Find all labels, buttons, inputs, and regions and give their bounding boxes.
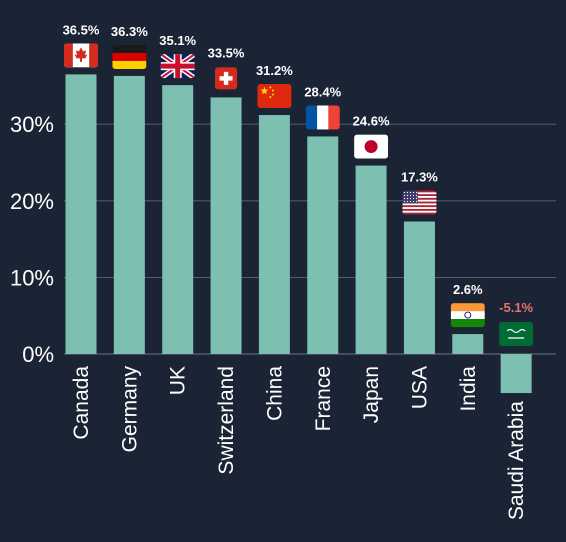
x-tick-label: UK <box>167 366 190 395</box>
y-tick-label: 10% <box>10 265 54 290</box>
value-label: 36.3% <box>111 24 148 39</box>
bar-france <box>307 136 339 354</box>
x-tick-label: China <box>263 366 286 421</box>
bar-canada <box>65 74 97 354</box>
bar-saudi-arabia <box>500 354 532 394</box>
bar-china <box>258 115 290 355</box>
value-label: 36.5% <box>63 22 100 37</box>
y-tick-label: 0% <box>22 342 54 367</box>
y-tick-label: 30% <box>10 112 54 137</box>
flag-canada-icon <box>64 43 98 68</box>
bar-usa <box>403 221 435 354</box>
x-tick-label: USA <box>408 366 431 409</box>
flag-icons <box>64 43 534 346</box>
flag-uk-icon <box>160 54 195 79</box>
bar-uk <box>162 85 194 354</box>
x-axis-labels: Canada Germany UK Switzerland China France Jap… <box>70 366 528 521</box>
x-tick-label: Switzerland <box>215 366 238 475</box>
flag-switzerland-icon <box>215 67 238 90</box>
x-tick-label: Saudi Arabia <box>505 401 528 520</box>
value-label: 17.3% <box>401 169 438 184</box>
value-label: 31.2% <box>256 63 293 78</box>
y-tick-label: 20% <box>10 189 54 214</box>
flag-usa-icon <box>402 190 437 215</box>
value-label: 24.6% <box>353 114 390 129</box>
value-labels: 36.5% 36.3% 35.1% 33.5% 31.2% 28.4% 24.6% 17.3%… <box>63 22 534 315</box>
value-label: 28.4% <box>304 84 341 99</box>
bars <box>65 74 532 394</box>
flag-china-icon <box>257 84 292 109</box>
x-tick-label: Germany <box>118 366 141 453</box>
bar-switzerland <box>210 97 242 354</box>
value-label: 2.6% <box>453 282 483 297</box>
x-tick-label: Japan <box>360 366 383 423</box>
y-axis-ticks: 0% 10% 20% 30% <box>10 112 54 367</box>
flag-saudi-arabia-icon <box>499 322 534 346</box>
value-label: 35.1% <box>159 33 196 48</box>
flag-japan-icon <box>354 134 389 159</box>
x-tick-label: India <box>457 366 480 412</box>
flag-france-icon <box>305 105 340 130</box>
value-label: 33.5% <box>208 45 245 60</box>
value-label: -5.1% <box>499 300 533 315</box>
bar-germany <box>113 75 145 354</box>
x-tick-label: France <box>312 366 335 431</box>
flag-india-icon <box>450 303 485 328</box>
x-tick-label: Canada <box>70 366 93 440</box>
bar-india <box>452 334 484 354</box>
bar-japan <box>355 165 387 354</box>
flag-germany-icon <box>112 44 147 69</box>
